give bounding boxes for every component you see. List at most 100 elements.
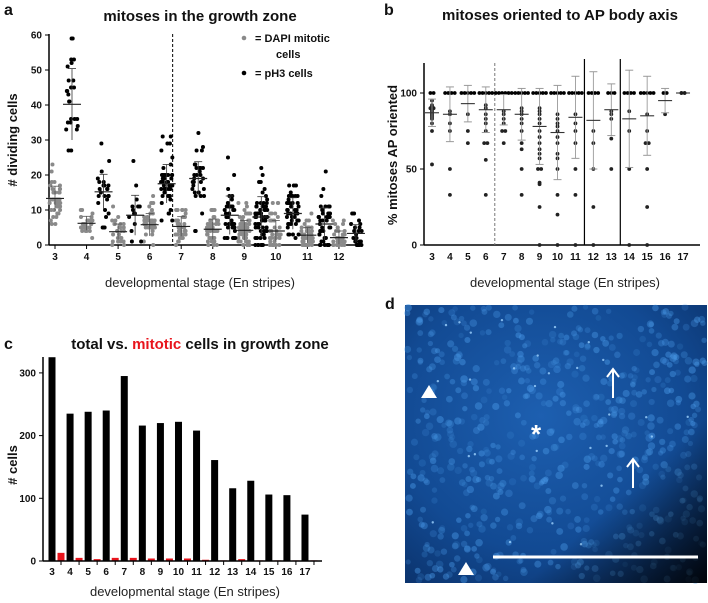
mitotic-bar xyxy=(165,558,173,561)
ph3-point xyxy=(354,236,359,240)
ph3-point xyxy=(318,229,323,233)
ph3-point xyxy=(160,180,165,184)
ph3-point xyxy=(262,187,267,191)
x-tick-label: 7 xyxy=(178,252,184,263)
dapi-point xyxy=(152,225,157,230)
panel-c-title: total vs. mitotic cells in growth zone xyxy=(71,336,329,353)
x-tick-label: 8 xyxy=(210,252,216,263)
ph3-point xyxy=(66,78,71,83)
dapi-point xyxy=(301,239,306,244)
ph3-point xyxy=(232,236,237,240)
ph3-point xyxy=(170,155,175,160)
total-bar xyxy=(229,488,237,561)
ph3-point xyxy=(64,89,69,93)
title-part-rest: cells in growth zone xyxy=(181,336,329,353)
dapi-point xyxy=(144,218,149,223)
y-tick-label: 50 xyxy=(31,66,43,77)
dapi-point xyxy=(236,201,241,205)
dapi-point xyxy=(268,211,273,216)
dapi-point xyxy=(121,225,126,230)
x-tick-label: 6 xyxy=(483,252,489,263)
dapi-point xyxy=(243,222,248,226)
ph3-point xyxy=(170,173,175,177)
ph3-point xyxy=(263,218,268,223)
dapi-point xyxy=(180,236,185,240)
orientation-point xyxy=(539,167,544,171)
ph3-point xyxy=(222,208,227,212)
ph3-point xyxy=(96,194,101,198)
ph3-point xyxy=(356,229,361,233)
ph3-point xyxy=(287,183,292,188)
ph3-point xyxy=(289,215,294,219)
dapi-point xyxy=(82,222,87,226)
panel-letter-a: a xyxy=(4,2,13,19)
ph3-point xyxy=(104,215,109,219)
orientation-point xyxy=(625,91,630,95)
ph3-point xyxy=(71,57,76,62)
ph3-point xyxy=(127,215,132,219)
dapi-point xyxy=(50,187,55,191)
dapi-point xyxy=(151,243,156,247)
dapi-point xyxy=(247,218,252,223)
asterisk-marker: * xyxy=(531,419,542,449)
ph3-point xyxy=(352,229,357,233)
dapi-point xyxy=(339,243,344,247)
dapi-point xyxy=(238,239,243,244)
x-tick-label: 17 xyxy=(299,567,311,578)
x-tick-label: 3 xyxy=(429,252,435,263)
dapi-point xyxy=(49,208,54,212)
ph3-point xyxy=(105,197,110,202)
ph3-point xyxy=(320,211,325,216)
dapi-point xyxy=(175,208,180,212)
ph3-point xyxy=(262,229,267,233)
dapi-point xyxy=(49,222,54,226)
dapi-point xyxy=(267,236,272,240)
dapi-point xyxy=(58,208,63,212)
dapi-point xyxy=(89,215,94,219)
ph3-point xyxy=(287,232,292,237)
dapi-point xyxy=(110,218,115,223)
dapi-point xyxy=(302,222,307,226)
panel-letter-c: c xyxy=(4,336,13,353)
dapi-point xyxy=(49,169,54,174)
y-tick-label: 100 xyxy=(400,89,417,100)
total-bar xyxy=(48,357,56,561)
orientation-point xyxy=(537,205,542,209)
orientation-point xyxy=(555,192,560,197)
ph3-point xyxy=(192,190,197,195)
ph3-point xyxy=(319,194,324,198)
dapi-point xyxy=(80,208,85,212)
ph3-point xyxy=(285,208,290,212)
ph3-point xyxy=(349,222,354,226)
orientation-point xyxy=(522,91,527,95)
total-bar xyxy=(211,460,219,561)
dapi-point xyxy=(90,236,95,240)
ph3-point xyxy=(70,36,75,41)
dapi-point xyxy=(52,190,57,195)
x-tick-label: 12 xyxy=(209,567,221,578)
ph3-point xyxy=(288,190,293,195)
x-tick-label: 15 xyxy=(263,567,275,578)
dapi-point xyxy=(331,239,336,244)
panel-b-ylabel: % mitoses AP oriented xyxy=(385,85,400,225)
ph3-point xyxy=(320,218,325,223)
total-bar xyxy=(138,425,146,561)
total-bar xyxy=(193,430,201,561)
ph3-point xyxy=(260,225,265,230)
ph3-point xyxy=(258,201,263,205)
dapi-point xyxy=(90,211,95,216)
ph3-point xyxy=(223,211,228,216)
ph3-point xyxy=(137,204,142,209)
dapi-point xyxy=(58,187,63,191)
ph3-point xyxy=(106,183,111,188)
orientation-point xyxy=(573,192,578,197)
ph3-point xyxy=(261,201,266,205)
ph3-point xyxy=(100,225,105,230)
x-tick-label: 5 xyxy=(85,567,91,578)
total-bar xyxy=(66,413,74,561)
dapi-point xyxy=(56,211,61,216)
orientation-point xyxy=(519,147,524,152)
orientation-point xyxy=(452,91,457,95)
dapi-point xyxy=(341,222,346,226)
ph3-point xyxy=(190,180,195,184)
